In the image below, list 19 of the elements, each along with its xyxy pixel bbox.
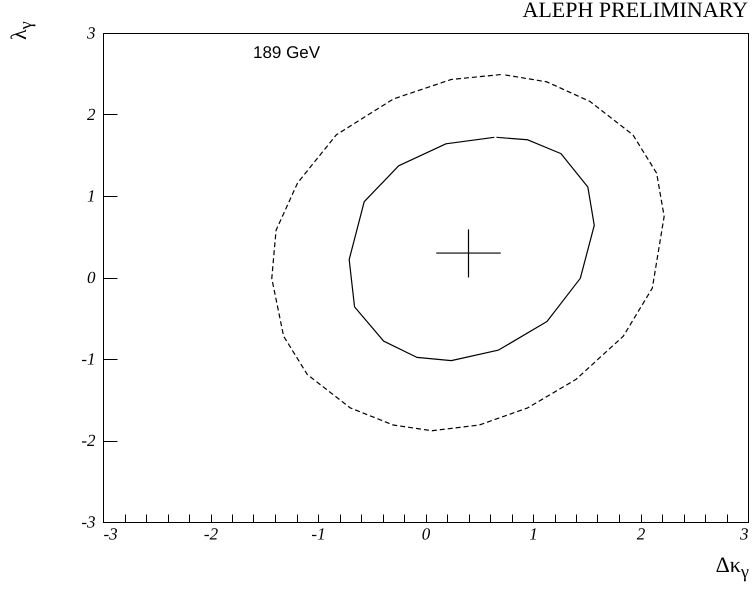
y-tick-label: 3 <box>86 24 96 42</box>
y-tick-label: 1 <box>87 186 96 206</box>
line-series <box>348 136 595 362</box>
x-tick-label: -1 <box>311 524 326 544</box>
y-tick-label: -1 <box>81 350 96 368</box>
x-tick-label: 3 <box>739 524 748 544</box>
y-tick-label: -3 <box>81 512 96 532</box>
y-tick-label: 2 <box>87 105 96 124</box>
x-tick-label: -3 <box>104 524 118 544</box>
annotation: 189 GeV <box>253 43 321 62</box>
x-tick-label: 1 <box>529 524 538 544</box>
chart-title: ALEPH PRELIMINARY <box>522 0 748 22</box>
x-tick-label: -2 <box>204 524 219 544</box>
y-tick-label: -2 <box>81 431 96 450</box>
line-series <box>271 74 665 432</box>
y-tick-label: 0 <box>87 268 96 287</box>
x-axis-title: Δκ$_{γ}$ <box>716 552 749 582</box>
x-tick-label: 2 <box>636 524 646 544</box>
x-tick-label: 0 <box>422 524 431 544</box>
